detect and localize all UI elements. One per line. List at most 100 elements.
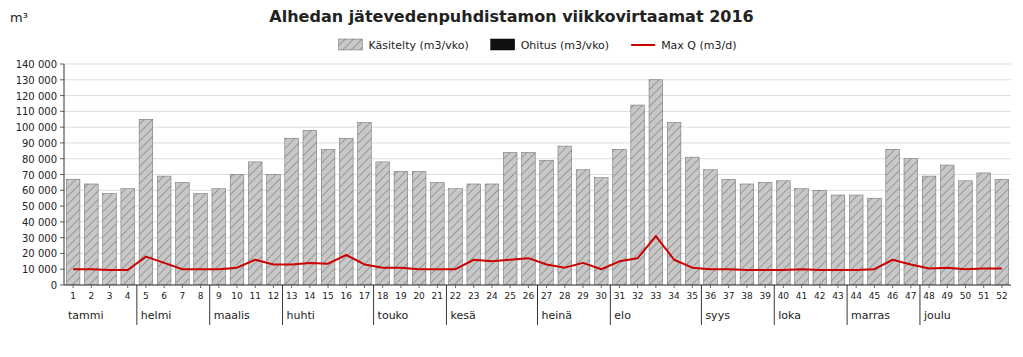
tick-mark <box>783 285 784 288</box>
tick-label: 30 <box>596 291 608 301</box>
tick-mark <box>619 285 620 288</box>
grid-line <box>64 142 1011 143</box>
tick-mark <box>382 285 383 288</box>
tick-mark <box>145 285 146 288</box>
tick-label: 90 000 <box>22 138 57 149</box>
tick-mark <box>564 285 565 288</box>
bar <box>868 198 882 285</box>
tick-mark <box>655 285 656 288</box>
tick-mark <box>91 285 92 288</box>
tick-label: 80 000 <box>22 154 57 165</box>
tick-label: 25 <box>504 291 515 301</box>
tick-label: 13 <box>286 291 297 301</box>
bar <box>303 130 317 285</box>
tick-label: 42 <box>814 291 825 301</box>
tick-mark <box>60 206 64 207</box>
tick-label: 10 <box>231 291 243 301</box>
tick-mark <box>60 111 64 112</box>
tick-mark <box>60 127 64 128</box>
month-separator <box>446 285 447 325</box>
bar <box>467 184 481 285</box>
tick-label: 51 <box>978 291 989 301</box>
tick-mark <box>437 285 438 288</box>
month-separator <box>774 285 775 325</box>
tick-label: 100 000 <box>16 122 57 133</box>
tick-mark <box>674 285 675 288</box>
month-separator <box>847 285 848 325</box>
month-separator <box>919 285 920 325</box>
grid-line <box>64 111 1011 112</box>
month-separator <box>209 285 210 325</box>
tick-label: 40 <box>778 291 790 301</box>
legend-swatch <box>631 44 655 46</box>
tick-label: 20 000 <box>22 248 57 259</box>
month-separator <box>701 285 702 325</box>
bar <box>339 138 353 285</box>
tick-label: 11 <box>249 291 260 301</box>
tick-label: 6 <box>161 291 167 301</box>
tick-label: 22 <box>450 291 461 301</box>
tick-label: 31 <box>614 291 625 301</box>
tick-label: 27 <box>541 291 552 301</box>
tick-mark <box>127 285 128 288</box>
tick-label: 34 <box>668 291 680 301</box>
tick-label: 110 000 <box>16 106 57 117</box>
bar <box>358 122 372 285</box>
tick-mark <box>1001 285 1002 288</box>
tick-label: 2 <box>88 291 94 301</box>
tick-label: 43 <box>832 291 843 301</box>
tick-mark <box>601 285 602 288</box>
title: Alhedan jätevedenpuhdistamon viikkovirta… <box>269 7 753 26</box>
month-separator <box>373 285 374 325</box>
tick-mark <box>473 285 474 288</box>
tick-label: 40 000 <box>22 217 57 228</box>
tick-label: 16 <box>341 291 353 301</box>
tick-mark <box>400 285 401 288</box>
bar <box>613 149 627 285</box>
tick-label: 52 <box>996 291 1007 301</box>
annotation: elo <box>614 309 631 322</box>
legend-swatch <box>338 39 362 50</box>
bar <box>157 176 171 285</box>
bar <box>831 195 845 285</box>
tick-label: 8 <box>198 291 204 301</box>
tick-label: 46 <box>887 291 899 301</box>
bar <box>649 80 663 285</box>
tick-mark <box>60 190 64 191</box>
tick-label: 32 <box>632 291 643 301</box>
legend: Käsitelty (m3/vko)Ohitus (m3/vko)Max Q (… <box>338 39 736 52</box>
month-separator <box>136 285 137 325</box>
annotation: heinä <box>542 309 573 322</box>
grid-line <box>64 174 1011 175</box>
tick-mark <box>255 285 256 288</box>
tick-mark <box>346 285 347 288</box>
tick-mark <box>60 158 64 159</box>
tick-label: 24 <box>486 291 498 301</box>
tick-mark <box>983 285 984 288</box>
tick-mark <box>200 285 201 288</box>
tick-mark <box>837 285 838 288</box>
tick-mark <box>60 269 64 270</box>
tick-mark <box>328 285 329 288</box>
bar <box>795 189 809 285</box>
y-axis: 010 00020 00030 00040 00050 00060 00070 … <box>16 59 1011 291</box>
bar <box>849 195 863 285</box>
tick-label: 26 <box>523 291 535 301</box>
month-separator <box>282 285 283 325</box>
tick-mark <box>237 285 238 288</box>
bar <box>449 189 463 285</box>
grid-line <box>64 79 1011 80</box>
annotation: huhti <box>287 309 315 322</box>
tick-label: 50 000 <box>22 201 57 212</box>
tick-label: 17 <box>359 291 370 301</box>
bar <box>194 193 208 285</box>
bar <box>267 175 281 286</box>
tick-mark <box>692 285 693 288</box>
tick-mark <box>60 174 64 175</box>
tick-label: 1 <box>70 291 76 301</box>
tick-mark <box>765 285 766 288</box>
month-separator <box>610 285 611 325</box>
bar <box>576 170 590 285</box>
tick-mark <box>60 285 64 286</box>
tick-mark <box>801 285 802 288</box>
